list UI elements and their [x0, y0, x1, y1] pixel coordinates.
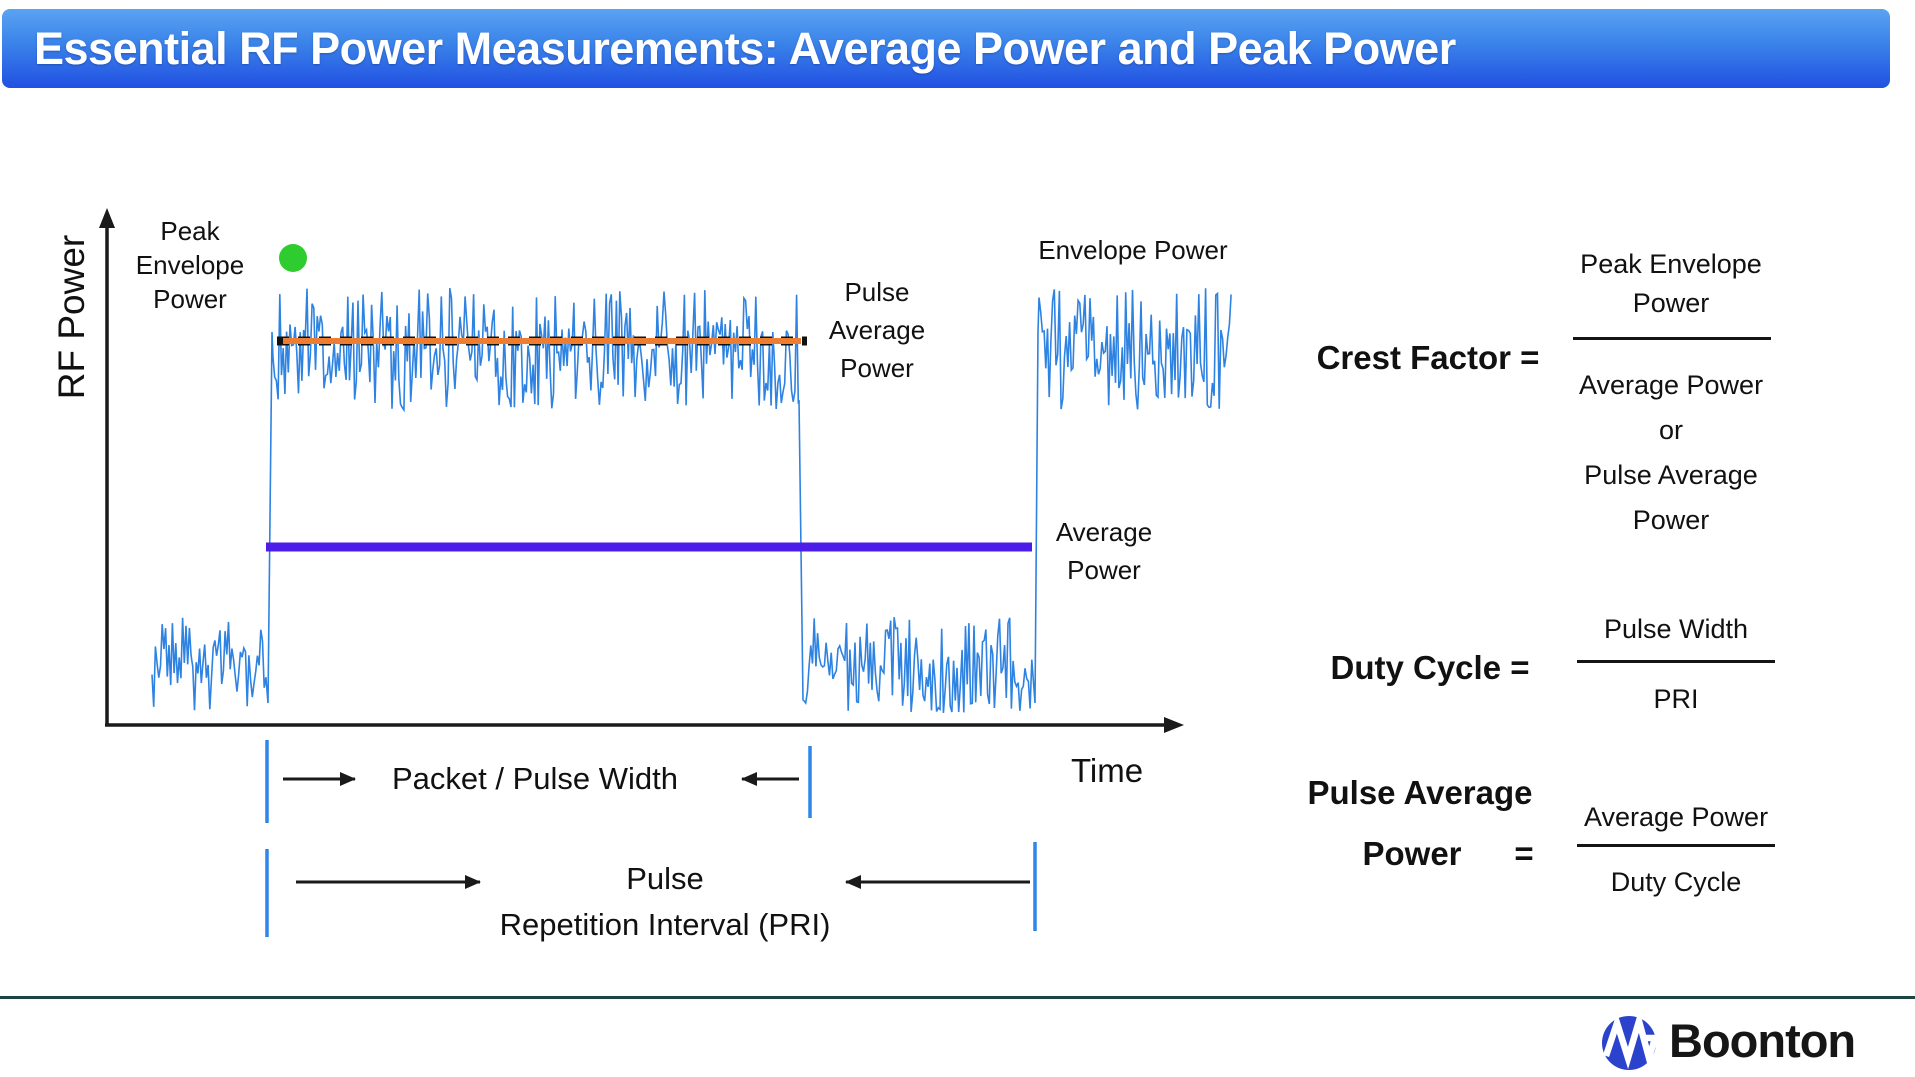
pulse-average-power-formula-label-line2: Power [1362, 835, 1462, 872]
footer-divider [0, 996, 1915, 999]
crest-factor-fraction-bar [1573, 337, 1771, 340]
crest-factor-denominator: Average Power or Pulse Average Power [1578, 370, 1764, 535]
boonton-logo: Boonton [1598, 1008, 1898, 1074]
pulse-average-power-equals-sign: = [1514, 835, 1534, 872]
peak-envelope-power-label: Peak Envelope Power [135, 216, 245, 314]
boonton-logo-icon [1602, 1010, 1660, 1070]
pulse-average-power-formula-label-line1: Pulse Average [1307, 774, 1533, 811]
y-axis-label: RF Power [51, 234, 92, 400]
crest-factor-numerator: Peak Envelope Power [1580, 249, 1762, 318]
duty-cycle-numerator: Pulse Width [1603, 614, 1749, 644]
header-bar: Essential RF Power Measurements: Average… [2, 9, 1890, 88]
page-title: Essential RF Power Measurements: Average… [34, 22, 1456, 74]
duty-cycle-fraction-bar [1577, 660, 1775, 663]
pulse-average-power-numerator: Average Power [1583, 802, 1769, 832]
pri-label: Pulse Repetition Interval (PRI) [499, 861, 831, 942]
pulse-average-power-denominator: Duty Cycle [1610, 867, 1742, 897]
duty-cycle-denominator: PRI [1653, 684, 1699, 714]
envelope-power-label: Envelope Power [1038, 235, 1228, 265]
packet-pulse-width-label: Packet / Pulse Width [391, 761, 679, 796]
crest-factor-label: Crest Factor = [1316, 339, 1540, 376]
boonton-wordmark: Boonton [1669, 1014, 1856, 1067]
x-axis-label: Time [1070, 752, 1144, 789]
average-power-label: Average Power [1055, 517, 1153, 585]
pulse-average-power-label: Pulse Average Power [828, 277, 926, 383]
duty-cycle-label: Duty Cycle = [1330, 649, 1530, 686]
pulse-average-power-fraction-bar [1577, 844, 1775, 847]
